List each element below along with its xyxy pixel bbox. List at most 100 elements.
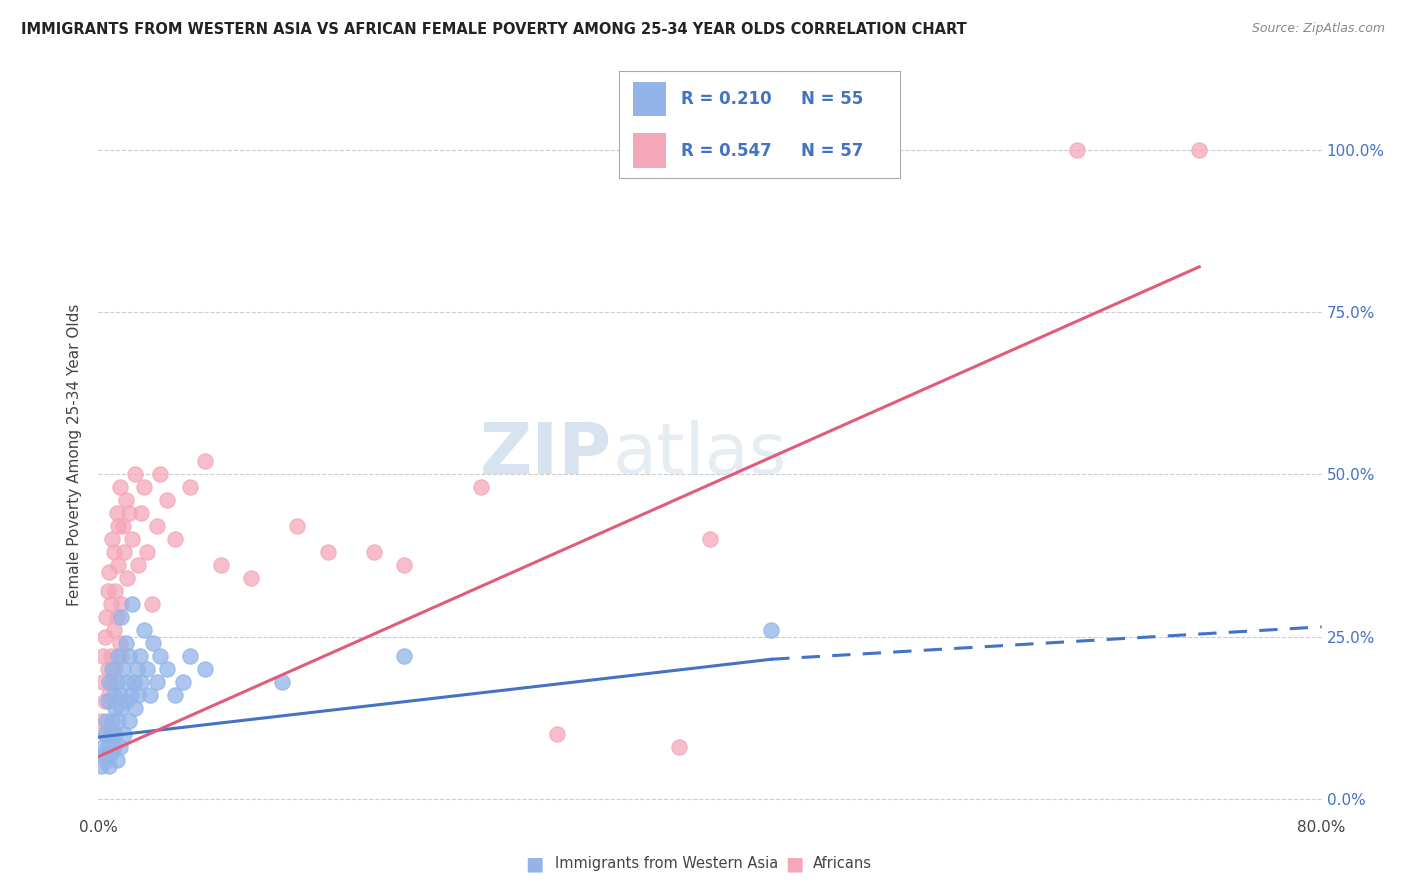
Point — [108, 480, 131, 494]
Point — [104, 584, 127, 599]
Point — [100, 648, 122, 663]
Text: ■: ■ — [785, 854, 804, 873]
Point — [172, 675, 194, 690]
Point — [104, 662, 127, 676]
Point — [270, 675, 292, 690]
Point — [94, 753, 117, 767]
Point — [98, 688, 121, 702]
Text: Source: ZipAtlas.com: Source: ZipAtlas.com — [1251, 22, 1385, 36]
Point — [149, 467, 172, 482]
Point — [1188, 143, 1211, 157]
Point — [111, 662, 134, 676]
Point — [103, 623, 125, 637]
Point — [105, 610, 128, 624]
Point — [100, 727, 122, 741]
Point — [129, 675, 152, 690]
Text: N = 57: N = 57 — [801, 142, 863, 160]
Point — [127, 558, 149, 573]
Point — [127, 688, 149, 702]
Point — [93, 630, 115, 644]
Point — [699, 533, 721, 547]
Point — [141, 597, 163, 611]
Text: IMMIGRANTS FROM WESTERN ASIA VS AFRICAN FEMALE POVERTY AMONG 25-34 YEAR OLDS COR: IMMIGRANTS FROM WESTERN ASIA VS AFRICAN … — [21, 22, 967, 37]
Point — [112, 727, 135, 741]
Text: Immigrants from Western Asia: Immigrants from Western Asia — [555, 856, 779, 871]
Point — [100, 747, 122, 761]
Point — [115, 694, 138, 708]
Point — [163, 688, 186, 702]
Bar — [633, 134, 666, 168]
Point — [118, 506, 141, 520]
Point — [115, 493, 138, 508]
Point — [120, 688, 142, 702]
Point — [121, 597, 143, 611]
Point — [1066, 143, 1088, 157]
Point — [163, 533, 186, 547]
Point — [179, 648, 201, 663]
Point — [90, 714, 112, 728]
Point — [145, 675, 167, 690]
Point — [125, 662, 148, 676]
Point — [97, 662, 120, 676]
Point — [194, 454, 217, 468]
Point — [149, 648, 172, 663]
Point — [107, 519, 129, 533]
Point — [118, 648, 141, 663]
Point — [104, 701, 127, 715]
Point — [115, 636, 138, 650]
Point — [134, 480, 156, 494]
Point — [142, 636, 165, 650]
Point — [91, 648, 114, 663]
Point — [240, 571, 263, 585]
Point — [108, 688, 131, 702]
Point — [91, 675, 114, 690]
Point — [112, 545, 135, 559]
Point — [110, 648, 132, 663]
Point — [128, 648, 150, 663]
Point — [129, 506, 152, 520]
Point — [136, 662, 159, 676]
Point — [93, 727, 115, 741]
Point — [107, 558, 129, 573]
Text: ■: ■ — [524, 854, 544, 873]
Point — [97, 694, 120, 708]
Point — [103, 545, 125, 559]
Point — [136, 545, 159, 559]
Point — [103, 688, 125, 702]
Point — [104, 727, 127, 741]
Point — [101, 675, 124, 690]
Point — [108, 739, 131, 754]
Point — [124, 467, 146, 482]
Text: R = 0.547: R = 0.547 — [681, 142, 772, 160]
Text: N = 55: N = 55 — [801, 90, 863, 108]
Point — [98, 565, 121, 579]
Point — [134, 623, 156, 637]
Point — [93, 694, 115, 708]
Text: ZIP: ZIP — [479, 420, 612, 490]
Point — [103, 739, 125, 754]
Point — [392, 648, 416, 663]
Point — [392, 558, 416, 573]
Point — [94, 727, 117, 741]
Point — [101, 533, 124, 547]
Point — [209, 558, 232, 573]
Point — [93, 747, 115, 761]
Point — [117, 571, 139, 585]
Bar — [633, 82, 666, 116]
Point — [124, 701, 146, 715]
Point — [117, 675, 139, 690]
Point — [668, 739, 690, 754]
Point — [105, 675, 128, 690]
Point — [101, 714, 124, 728]
Point — [107, 714, 129, 728]
Point — [98, 675, 121, 690]
Point — [94, 714, 117, 728]
Point — [194, 662, 217, 676]
Point — [110, 701, 132, 715]
Point — [90, 759, 112, 773]
Point — [108, 636, 131, 650]
Point — [118, 714, 141, 728]
Point — [316, 545, 339, 559]
Text: R = 0.210: R = 0.210 — [681, 90, 770, 108]
Point — [101, 662, 124, 676]
